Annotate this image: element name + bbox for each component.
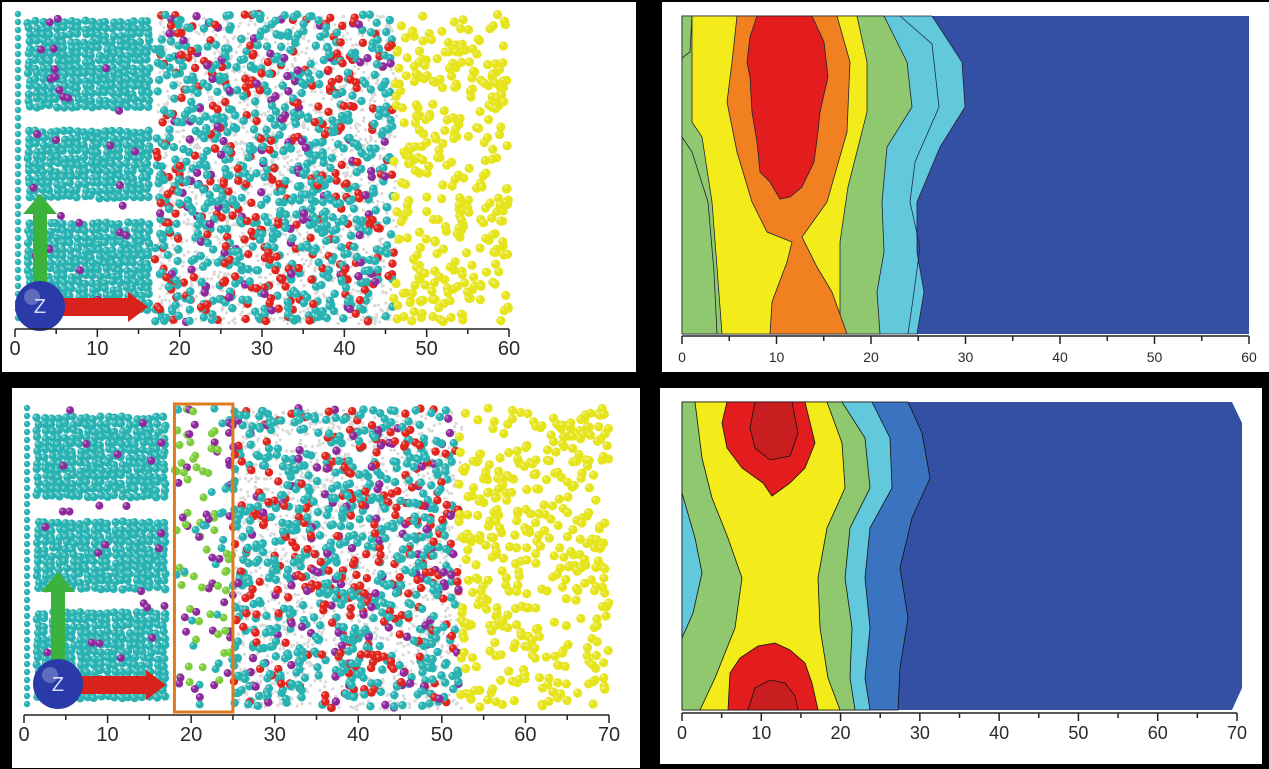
x-tick-label: 20 [180,724,202,746]
x-tick-label: 0 [678,349,686,365]
z-axis-label: Z [34,296,46,318]
x-tick-label: 60 [514,724,536,746]
x-axis: 0 10 20 30 40 50 60 [9,328,520,360]
x-tick-label: 0 [677,723,687,743]
panel-top-left-snapshot: Z 0 10 20 30 40 50 60 [2,2,636,372]
x-tick-label: 60 [1148,723,1168,743]
x-axis: 0 10 20 30 40 50 60 70 [18,714,620,746]
x-axis-top-right: 0 10 20 30 40 50 60 [678,335,1257,365]
x-tick-label: 40 [1052,349,1068,365]
x-tick-label: 40 [989,723,1009,743]
z-axis-label: Z [52,674,64,696]
x-tick-label: 30 [958,349,974,365]
x-tick-label: 10 [751,723,771,743]
contour-level-yellow [694,401,846,711]
x-tick-label: 30 [910,723,930,743]
z-axis-sphere-icon [15,281,65,331]
x-tick-label: 50 [1068,723,1088,743]
x-tick-label: 10 [769,349,785,365]
x-tick-label: 10 [96,724,118,746]
contour-level-red-bottom [727,642,819,711]
atoms-layer [14,9,513,327]
x-tick-label: 70 [1227,723,1247,743]
atoms-layer [23,403,614,713]
x-tick-label: 50 [431,724,453,746]
contour-level-red [746,15,829,200]
molecular-snapshot-bottom: Z 0 10 20 30 40 50 60 70 [18,402,620,746]
x-tick-label: 30 [251,338,273,360]
x-tick-label: 0 [18,724,29,746]
contour-map-bottom: 0 10 20 30 40 50 60 70 [677,401,1247,743]
panel-bottom-right-contour: 0 10 20 30 40 50 60 70 [660,388,1262,764]
x-tick-label: 50 [1147,349,1163,365]
molecular-snapshot-top: Z0 10 20 30 40 50 60 [9,9,520,360]
axes-orientation-gizmo: Z [33,572,166,709]
x-tick-label: 60 [498,338,520,360]
x-tick-label: 10 [86,338,108,360]
x-tick-label: 50 [416,338,438,360]
x-tick-label: 30 [264,724,286,746]
contour-level-dark-red-top [749,401,799,461]
highlight-box [172,402,235,714]
axes-orientation-gizmo: Z [15,194,148,331]
contour-level-dark-red-bottom [747,679,799,711]
contour-map-top: 0 10 20 30 40 50 60 [678,15,1257,365]
x-tick-label: 20 [169,338,191,360]
z-axis-sphere-icon [33,659,83,709]
panel-bottom-left-snapshot: Z 0 10 20 30 40 50 60 70 [12,388,640,768]
x-axis-bottom-right: 0 10 20 30 40 50 60 70 [677,712,1247,743]
panel-top-right-contour: 0 10 20 30 40 50 60 [662,2,1269,372]
x-tick-label: 20 [863,349,879,365]
contour-plot-area [681,15,1249,335]
x-tick-label: 70 [598,724,620,746]
x-tick-label: 40 [333,338,355,360]
contour-plot-area [681,401,1242,711]
x-tick-label: 60 [1241,349,1257,365]
x-tick-label: 40 [347,724,369,746]
x-tick-label: 20 [831,723,851,743]
x-tick-label: 0 [9,338,20,360]
